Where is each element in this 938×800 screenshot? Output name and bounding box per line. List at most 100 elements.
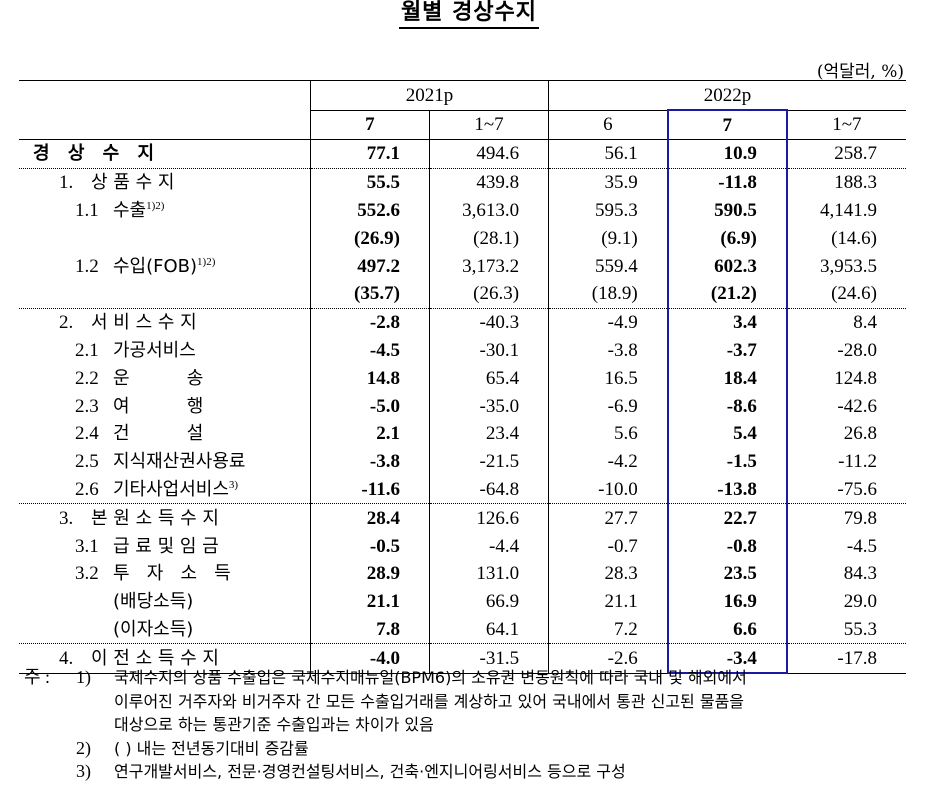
cell-value: 3,953.5 <box>820 255 877 277</box>
cell-value: (26.9) <box>309 224 430 253</box>
row-number: 2. <box>59 312 74 334</box>
cell-value: 26.8 <box>843 423 877 445</box>
row-number: 2.3 <box>75 395 99 417</box>
cell-value: (26.3) <box>428 279 549 309</box>
cell-value: 552.6 <box>309 196 430 225</box>
cell-value: (24.6) <box>831 283 877 305</box>
row-label-text: 수입(FOB) <box>113 255 198 277</box>
cell-highlighted: -13.8 <box>666 475 788 504</box>
row-label-text: 상 품 수 지 <box>91 172 175 194</box>
cell-value: -40.3 <box>428 307 549 337</box>
cell-value: 21.1 <box>548 587 668 616</box>
cell-value: 439.8 <box>428 167 549 197</box>
cell-value: -5.0 <box>309 392 430 420</box>
cell-value: 188.3 <box>786 167 906 197</box>
cell-value: -17.8 <box>786 643 906 674</box>
row-label: 2. 서 비 스 수 지 <box>19 307 311 337</box>
row-number: 1.1 <box>75 199 99 221</box>
cell-value: 5.6 <box>548 419 668 448</box>
table-row: 3. 본 원 소 득 수 지 28.4 126.6 27.7 22.7 79.8 <box>19 503 906 533</box>
row-label: 3.2 투 자 소 득 <box>19 560 310 588</box>
row-label-text: 경 상 수 지 <box>33 143 161 165</box>
footnote-ref: 1)2) <box>197 255 216 268</box>
cell-highlighted: 23.5 <box>666 559 788 588</box>
table-row: 경 상 수 지 77.1 494.6 56.1 10.9 258.7 <box>19 139 906 169</box>
row-number: 2.1 <box>75 339 99 361</box>
cell-value: -4.9 <box>548 307 668 337</box>
cell-highlighted: -11.8 <box>666 167 788 197</box>
row-label-text: 지식재산권사용료 <box>113 451 246 473</box>
cell-value: 3,173.2 <box>428 252 549 280</box>
footnote-number: 2) <box>76 737 91 758</box>
cell-value: 7.2 <box>548 615 668 644</box>
cell-value: 131.0 <box>428 559 549 588</box>
row-number: 2.6 <box>75 478 99 500</box>
cell-highlighted: 18.4 <box>666 364 788 393</box>
footnote-text: 국제수지의 상품 수출입은 국제수지매뉴얼(BPM6)의 소유권 변동원칙에 따… <box>114 668 747 687</box>
footnotes: 주 : 1) 국제수지의 상품 수출입은 국제수지매뉴얼(BPM6)의 소유권 … <box>24 666 924 784</box>
cell-value: -2.6 <box>548 643 668 674</box>
cell-value: -6.9 <box>548 392 668 420</box>
cell-value: -10.0 <box>548 475 668 504</box>
cell-value: 21.1 <box>309 587 430 616</box>
header-row-years: 2021p 2022p <box>19 80 906 140</box>
row-label: 3.1 급 료 및 임 금 <box>19 532 310 560</box>
row-label: 2.5 지식재산권사용료 <box>19 448 310 476</box>
cell-value: -64.8 <box>428 475 549 504</box>
cell-value: -30.1 <box>428 336 549 365</box>
cell-value: -11.2 <box>838 451 877 473</box>
row-label-text: 운 송 <box>113 367 204 389</box>
cell-value: (18.9) <box>548 279 668 309</box>
footnote-ref: 3) <box>228 478 239 491</box>
cell-value: -42.6 <box>837 395 877 417</box>
cell-highlighted: -3.7 <box>666 336 788 365</box>
row-number: 2.5 <box>75 451 99 473</box>
header-year-2022: 2022p <box>548 80 906 111</box>
table-row: 1. 상 품 수 지 55.5 439.8 35.9 -11.8 188.3 <box>19 167 906 197</box>
row-label: 2.1 가공서비스 <box>19 337 310 365</box>
cell-value: 494.6 <box>428 139 549 169</box>
cell-value: 28.9 <box>309 559 430 588</box>
cell-value: 23.4 <box>428 419 549 448</box>
row-number: 3.1 <box>75 535 99 557</box>
unit-label: (억달러, %) <box>816 62 904 82</box>
table-row: 2.3 여 행 -5.0 -35.0 -6.9 -8.6 -42.6 <box>19 392 906 420</box>
row-number: 2.2 <box>75 367 99 389</box>
table-row: 2.6 기타사업서비스3) -11.6 -64.8 -10.0 -13.8 -75.6 <box>19 475 906 504</box>
row-label-text: (배당소득) <box>113 591 194 613</box>
cell-highlighted: -3.4 <box>666 643 788 675</box>
cell-value: 595.3 <box>548 196 668 225</box>
cell-value: -4.5 <box>309 336 430 365</box>
row-label: 4. 이 전 소 득 수 지 <box>19 643 311 674</box>
header-period: 6 <box>548 110 668 140</box>
row-label-text: 기타사업서비스 <box>113 478 229 500</box>
cell-value: -0.5 <box>309 532 430 560</box>
header-period-highlighted: 7 <box>666 109 788 140</box>
footnote-text: ( ) 내는 전년동기대비 증감률 <box>114 738 309 758</box>
cell-value: (9.1) <box>548 224 668 253</box>
cell-highlighted: 22.7 <box>666 503 788 533</box>
cell-value: -35.0 <box>428 392 549 420</box>
row-number: 1. <box>59 172 74 194</box>
row-label <box>19 280 310 308</box>
row-label: (배당소득) <box>19 588 310 616</box>
cell-highlighted: 602.3 <box>666 252 788 280</box>
cell-value: 2.1 <box>309 419 430 448</box>
page-title-wrap: 월별 경상수지 <box>0 0 938 29</box>
cell-value: -4.4 <box>428 532 549 560</box>
cell-value: 27.7 <box>548 503 668 533</box>
cell-value: 28.4 <box>309 503 430 533</box>
footnote-2: 2) ( ) 내는 전년동기대비 증감률 <box>24 737 924 761</box>
cell-value: 35.9 <box>548 167 668 197</box>
row-number: 2.4 <box>75 423 99 445</box>
cell-value: -4.2 <box>548 447 668 476</box>
row-label-text: 여 행 <box>113 395 204 417</box>
cell-highlighted: -8.6 <box>666 392 788 420</box>
cell-value: -28.0 <box>837 339 877 361</box>
cell-value: 8.4 <box>786 307 906 337</box>
row-label-text: 가공서비스 <box>113 339 196 361</box>
footnote-text: 연구개발서비스, 전문·경영컨설팅서비스, 건축·엔지니어링서비스 등으로 구성 <box>114 762 626 781</box>
cell-value: -3.8 <box>309 447 430 476</box>
cell-value: -11.6 <box>309 475 430 504</box>
row-label: 1. 상 품 수 지 <box>19 167 311 197</box>
